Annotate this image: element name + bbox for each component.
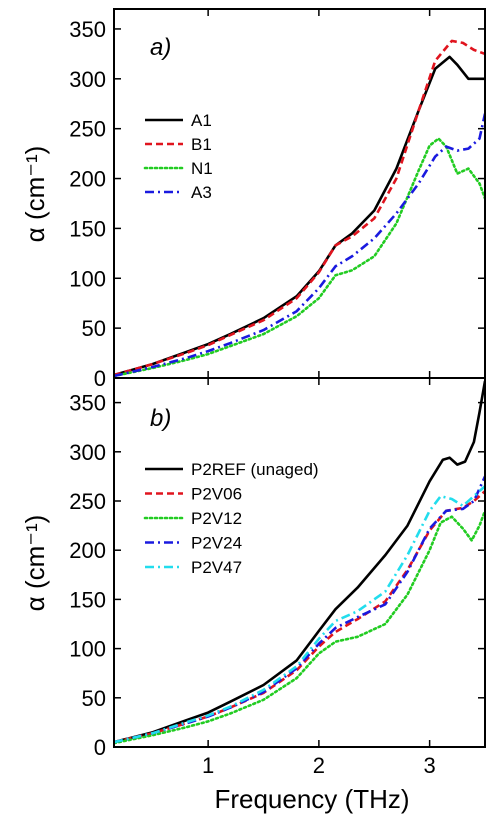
- series-line-b1: [114, 39, 485, 377]
- panel-a: 0 50 100 150 200 250 300 350 a) α (cm⁻¹) A1 B1 N1…: [20, 8, 486, 391]
- y-tick-label: 300: [69, 440, 106, 465]
- legend-label: A1: [191, 111, 212, 130]
- y-tick-label: 250: [69, 489, 106, 514]
- panel-b-ticks: 0 50 100 150 200 250 300 350 1 2 3: [69, 378, 485, 778]
- legend-label: P2V24: [191, 534, 242, 553]
- panel-a-label: a): [150, 34, 171, 61]
- legend-label: N1: [191, 159, 213, 178]
- y-tick-label: 0: [94, 366, 106, 391]
- series-line-n1: [114, 137, 485, 378]
- panel-a-series: [114, 39, 485, 378]
- y-tick-label: 50: [82, 686, 106, 711]
- legend-label: P2V47: [191, 558, 242, 577]
- x-tick-label: 1: [202, 753, 214, 778]
- y-tick-label: 300: [69, 67, 106, 92]
- legend-label: P2REF (unaged): [191, 460, 319, 479]
- x-tick-label: 3: [424, 753, 436, 778]
- panel-a-frame: [113, 8, 486, 379]
- series-line-a3: [114, 113, 485, 378]
- legend-label: P2V12: [191, 509, 242, 528]
- series-line-p2v47: [114, 485, 485, 744]
- panel-b-frame: [113, 377, 486, 748]
- x-tick-label: 2: [313, 753, 325, 778]
- panel-a-legend: A1 B1 N1 A3: [143, 111, 213, 202]
- y-tick-label: 100: [69, 637, 106, 662]
- legend-label: A3: [191, 183, 212, 202]
- y-tick-label: 250: [69, 117, 106, 142]
- y-tick-label: 50: [82, 316, 106, 341]
- panel-b-label: b): [150, 405, 171, 432]
- series-line-p2v24: [114, 475, 485, 744]
- y-tick-label: 0: [94, 735, 106, 760]
- panel-b-legend: P2REF (unaged) P2V06 P2V12 P2V24 P2V47: [143, 460, 319, 577]
- series-line-p2v06: [114, 490, 485, 744]
- panel-a-ylabel: α (cm⁻¹): [20, 146, 50, 243]
- y-tick-label: 200: [69, 538, 106, 563]
- panel-b: 0 50 100 150 200 250 300 350 1 2 3 b) α (cm⁻¹) P2R…: [20, 377, 486, 778]
- y-tick-label: 350: [69, 17, 106, 42]
- y-tick-label: 100: [69, 266, 106, 291]
- series-line-p2ref-unaged-: [114, 380, 485, 744]
- x-axis-label: Frequency (THz): [214, 784, 409, 814]
- y-tick-label: 200: [69, 167, 106, 192]
- y-tick-label: 150: [69, 216, 106, 241]
- y-tick-label: 350: [69, 391, 106, 416]
- series-line-a1: [114, 55, 485, 377]
- legend-label: P2V06: [191, 485, 242, 504]
- panel-b-ylabel: α (cm⁻¹): [20, 515, 50, 612]
- panel-b-series: [114, 380, 485, 745]
- legend-label: B1: [191, 135, 212, 154]
- y-tick-label: 150: [69, 587, 106, 612]
- panel-a-ticks: 0 50 100 150 200 250 300 350: [69, 9, 485, 391]
- series-line-p2v12: [114, 509, 485, 745]
